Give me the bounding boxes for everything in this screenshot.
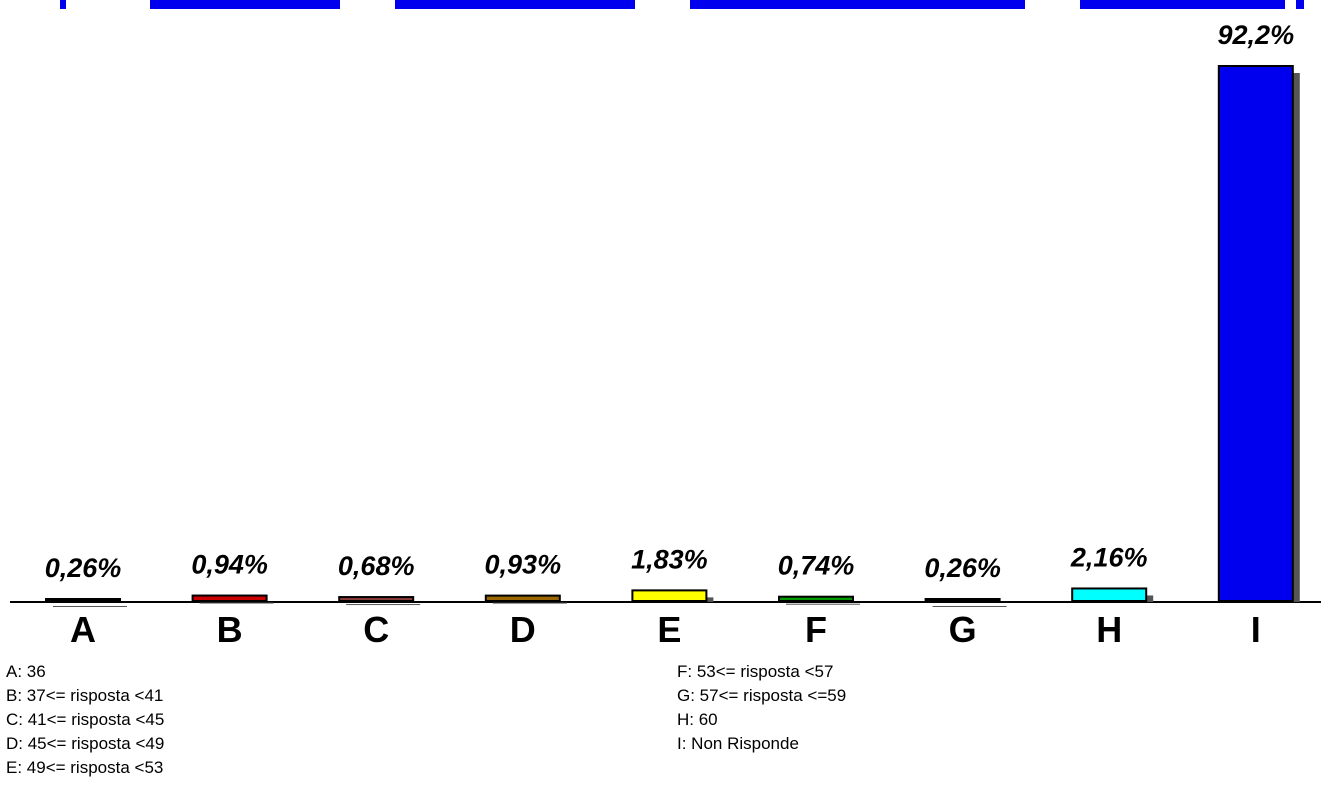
data-label: 1,83% [631, 544, 708, 574]
x-tick-label: H [1096, 609, 1122, 650]
legend-entry: E: 49<= risposta <53 [6, 758, 164, 777]
legend-entry: D: 45<= risposta <49 [6, 734, 165, 753]
bar-i [1217, 65, 1294, 602]
x-tick-label: G [949, 609, 977, 650]
legend-entry: B: 37<= risposta <41 [6, 686, 164, 705]
bar-e [631, 589, 708, 602]
bar-g [924, 598, 1001, 602]
legend-entry: C: 41<= risposta <45 [6, 710, 165, 729]
bar-shadow [346, 604, 421, 606]
bar-a [45, 598, 121, 602]
x-tick-label: F [805, 609, 827, 650]
bar-c [338, 596, 415, 603]
bar-d [484, 594, 561, 602]
bar-shadow [492, 602, 567, 604]
legend-entry: G: 57<= risposta <=59 [677, 686, 847, 705]
legend-right-column: F: 53<= risposta <57 G: 57<= risposta <=5… [677, 660, 846, 756]
legend-left-column: A: 36 B: 37<= risposta <41 C: 41<= rispost… [6, 660, 164, 780]
x-tick-label: I [1251, 609, 1261, 650]
x-tick-label: B [217, 609, 243, 650]
data-label: 0,26% [45, 553, 122, 583]
bar-shadow [786, 603, 860, 605]
bar-f [778, 595, 854, 602]
legend-entry: A: 36 [6, 662, 46, 681]
data-label: 92,2% [1218, 20, 1295, 50]
data-label: 0,74% [778, 551, 855, 581]
legend-entry: I: Non Risponde [677, 734, 799, 753]
data-label: 0,26% [924, 553, 1001, 583]
bar-shadow [199, 602, 274, 604]
legend-entry: H: 60 [677, 710, 718, 729]
bar-shadow [53, 606, 127, 607]
data-label: 2,16% [1070, 542, 1148, 572]
data-label: 0,94% [191, 550, 268, 580]
data-label: 0,93% [485, 550, 562, 580]
bar-chart: 0,26% A 0,94% B 0,68% C 0,93% D 1,83% E 0,74% F 0,26… [10, 0, 1321, 650]
x-tick-label: E [657, 609, 681, 650]
bar-b [191, 594, 268, 602]
x-tick-label: C [363, 609, 389, 650]
legend-entry: F: 53<= risposta <57 [677, 662, 834, 681]
chart-title-cutoff [60, 0, 1304, 9]
bar-shadow [932, 606, 1007, 607]
data-label: 0,68% [338, 551, 415, 581]
bar-h [1071, 587, 1148, 602]
x-tick-label: D [510, 609, 536, 650]
x-tick-label: A [70, 609, 96, 650]
